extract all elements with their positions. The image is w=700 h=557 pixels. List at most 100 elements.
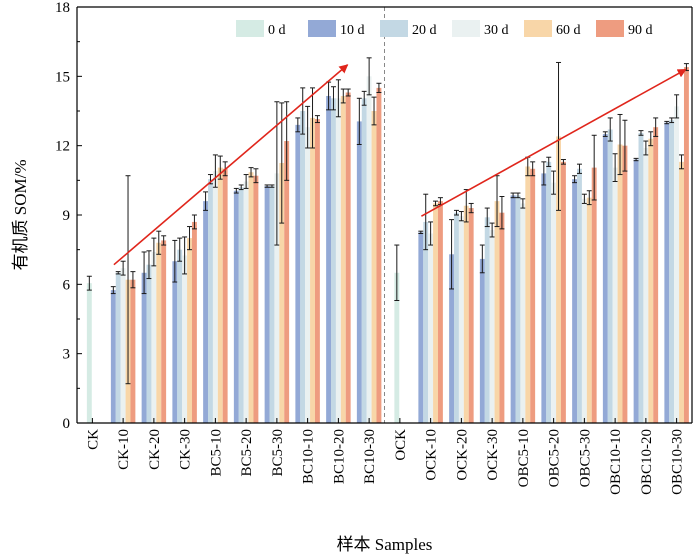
bar-90-d-obc5-20 — [560, 161, 566, 423]
bar-0-d-ck — [86, 283, 92, 423]
bar-90-d-bc5-10 — [222, 168, 228, 423]
legend-label-90-d: 90 d — [628, 23, 653, 38]
error-bar-60-d-ock-10 — [433, 200, 439, 207]
error-bar-20-d-obc5-10 — [515, 192, 521, 199]
bar-10-d-ock-30 — [479, 258, 485, 423]
error-bar-60-d-obc5-20 — [556, 61, 562, 211]
error-bar-30-d-bc10-20 — [335, 79, 341, 118]
bar-60-d-obc10-30 — [679, 161, 684, 423]
bar-60-d-obc5-10 — [525, 166, 531, 423]
bar-10-d-ck-30 — [172, 261, 178, 423]
y-tick-label-9: 9 — [63, 208, 71, 224]
error-bar-90-d-ck-30 — [191, 214, 197, 230]
legend-swatch-30-d — [452, 20, 480, 37]
plot-area — [76, 6, 693, 424]
bar-60-d-bc10-20 — [340, 95, 346, 423]
error-bar-20-d-ock-10 — [423, 193, 429, 251]
error-bar-60-d-bc5-30 — [279, 102, 285, 224]
error-bar-90-d-bc5-20 — [253, 168, 259, 184]
error-bar-10-d-bc5-30 — [264, 184, 270, 188]
error-bar-10-d-obc10-30 — [664, 120, 670, 125]
error-bar-20-d-obc5-30 — [576, 163, 582, 174]
bar-10-d-bc5-30 — [264, 186, 270, 423]
error-bar-20-d-bc10-30 — [361, 90, 367, 106]
error-bar-30-d-obc10-30 — [674, 94, 680, 119]
error-bar-90-d-obc5-30 — [591, 134, 597, 201]
legend-swatch-10-d — [308, 20, 336, 37]
legend-item-20-d: 20 d — [380, 20, 437, 38]
bar-20-d-bc5-20 — [238, 187, 244, 423]
error-bar-10-d-bc10-10 — [295, 117, 301, 133]
legend-label-60-d: 60 d — [556, 23, 581, 38]
error-bar-90-d-bc5-30 — [284, 101, 290, 181]
error-bar-90-d-obc5-20 — [560, 159, 566, 165]
bar-90-d-obc10-10 — [622, 145, 628, 424]
bar-30-d-bc10-30 — [366, 76, 372, 423]
bar-30-d-bc5-20 — [243, 181, 249, 423]
error-bar-60-d-ck-10 — [125, 175, 131, 385]
error-bar-20-d-obc10-30 — [669, 117, 675, 124]
error-bar-10-d-bc5-10 — [203, 191, 209, 211]
legend-label-30-d: 30 d — [484, 23, 509, 38]
error-bar-30-d-ck-30 — [182, 236, 188, 275]
bar-90-d-obc5-10 — [530, 168, 536, 423]
error-bar-30-d-ock-30 — [489, 222, 495, 238]
error-bar-10-d-bc5-20 — [233, 187, 239, 194]
bar-30-d-ck-30 — [182, 255, 188, 423]
series-60-d — [125, 61, 685, 424]
x-tick-label-ck-30: CK-30 — [178, 429, 194, 470]
error-bar-30-d-bc5-10 — [212, 154, 218, 188]
y-tick-label-18: 18 — [55, 0, 70, 16]
legend-label-10-d: 10 d — [340, 23, 365, 38]
bar-10-d-obc5-10 — [510, 195, 516, 423]
y-tick-label-0: 0 — [63, 416, 71, 432]
bar-10-d-bc5-20 — [233, 190, 239, 423]
error-bar-10-d-obc5-10 — [510, 192, 516, 199]
bar-20-d-ock-10 — [423, 221, 429, 423]
bar-90-d-obc10-30 — [683, 67, 689, 423]
error-bar-10-d-obc5-30 — [572, 175, 578, 184]
bar-20-d-bc10-20 — [331, 98, 336, 423]
x-tick-label-obc5-20: OBC5-20 — [547, 429, 563, 487]
x-tick-label-ock-10: OCK-10 — [424, 429, 440, 481]
bar-0-d-ock — [394, 272, 400, 423]
bar-30-d-ock-30 — [489, 230, 495, 423]
bar-20-d-ck-10 — [115, 272, 121, 423]
bar-30-d-obc10-30 — [674, 106, 680, 423]
error-bar-90-d-ck-20 — [161, 235, 167, 246]
error-bar-30-d-ck-20 — [151, 237, 157, 267]
x-tick-label-ock-30: OCK-30 — [485, 429, 501, 481]
error-bar-60-d-obc10-20 — [648, 131, 654, 147]
bar-60-d-ock-30 — [494, 201, 500, 423]
error-bar-10-d-ock-20 — [449, 219, 455, 290]
bar-30-d-obc5-20 — [551, 182, 557, 423]
bar-20-d-obc5-20 — [546, 161, 552, 423]
bar-10-d-obc5-30 — [572, 179, 578, 423]
legend-item-90-d: 90 d — [596, 20, 653, 38]
series-20-d — [115, 86, 675, 424]
x-tick-label-ck-10: CK-10 — [116, 429, 132, 470]
legend-swatch-60-d — [524, 20, 552, 37]
error-bar-20-d-obc10-10 — [607, 117, 613, 142]
error-bar-60-d-bc10-10 — [310, 87, 316, 149]
bar-60-d-bc5-30 — [279, 163, 285, 423]
y-tick-label-6: 6 — [63, 277, 71, 293]
bar-10-d-ock-20 — [449, 254, 455, 423]
error-bar-20-d-bc5-20 — [238, 184, 244, 191]
legend-swatch-0-d — [236, 20, 264, 37]
error-bar-20-d-bc10-10 — [300, 87, 306, 135]
legend-item-60-d: 60 d — [524, 20, 581, 38]
error-bar-60-d-bc5-20 — [248, 167, 254, 178]
bar-90-d-ock-20 — [468, 208, 474, 423]
error-bar-90-d-obc5-10 — [530, 161, 536, 177]
bar-60-d-obc5-20 — [556, 136, 561, 424]
y-tick-label-3: 3 — [63, 347, 71, 363]
bar-20-d-obc10-20 — [638, 132, 644, 423]
bar-20-d-ck-30 — [177, 249, 183, 423]
x-tick-label-obc10-30: OBC10-30 — [670, 429, 686, 495]
error-bar-20-d-ck-30 — [177, 237, 183, 262]
x-tick-label-obc10-20: OBC10-20 — [639, 429, 655, 495]
bar-10-d-obc10-10 — [602, 134, 608, 424]
bar-10-d-ck-20 — [141, 272, 147, 423]
